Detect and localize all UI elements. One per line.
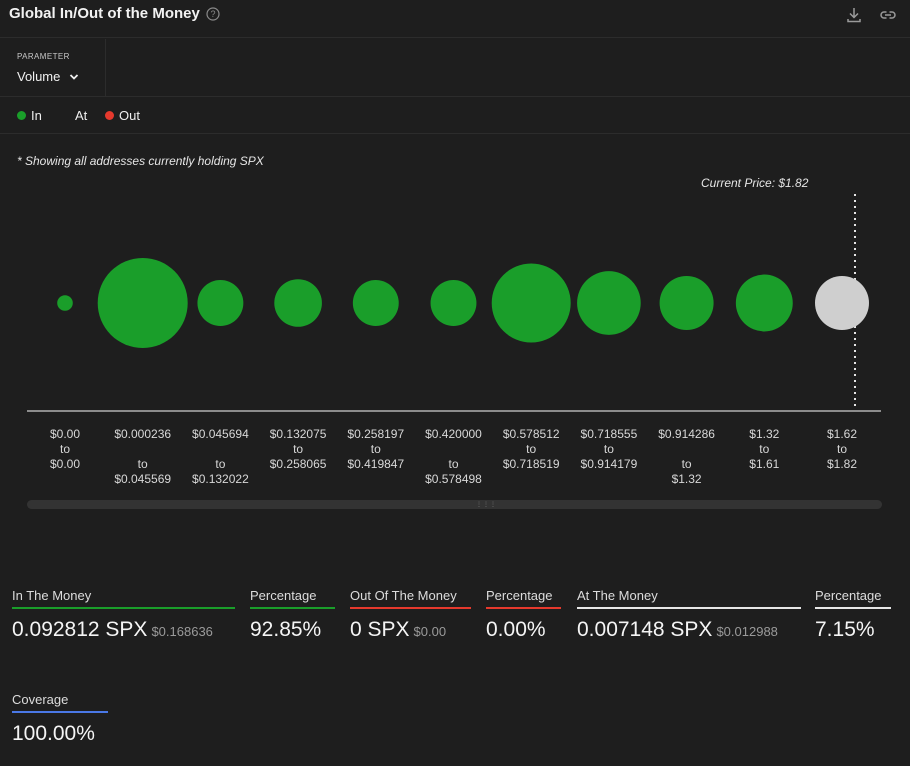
chart-scrollbar[interactable]: ⋮⋮⋮ (27, 500, 882, 509)
bubble-in[interactable] (352, 280, 399, 326)
bin-label: $0.420000 to $0.578498 (425, 427, 482, 486)
svg-text:?: ? (210, 9, 215, 19)
legend-label-at: At (75, 108, 88, 123)
stat-label: In The Money (12, 588, 92, 603)
bubble-at[interactable] (815, 276, 869, 330)
bubble-in[interactable] (57, 295, 73, 311)
widget-title: Global In/Out of the Money (9, 5, 200, 22)
stat-sub-value: $0.168636 (151, 624, 213, 639)
stat-underline (350, 607, 471, 609)
bubble-in[interactable] (97, 258, 188, 348)
stat-label: Percentage (250, 588, 317, 603)
bin-label: $0.00 to $0.00 (49, 427, 81, 471)
bubble-in[interactable] (197, 280, 244, 326)
bin-label: $1.32 to $1.61 (749, 427, 780, 471)
legend-label-out: Out (119, 108, 140, 123)
bin-label: $0.718555 to $0.914179 (580, 427, 638, 471)
bin-label: $0.914286 to $1.32 (658, 427, 715, 486)
bin-label: $0.578512 to $0.718519 (502, 427, 560, 471)
stat-out-percentage: Percentage 0.00% (486, 588, 561, 642)
bin-label: $0.132075 to $0.258065 (269, 427, 327, 471)
question-circle-icon[interactable]: ? (206, 7, 220, 21)
stat-value: 0.007148 SPX $0.012988 (577, 618, 778, 641)
stat-value: 0 SPX $0.00 (350, 618, 447, 641)
download-icon[interactable] (845, 6, 863, 24)
stat-out-of-the-money: Out Of The Money 0 SPX $0.00 (350, 588, 471, 642)
bubble-in[interactable] (491, 263, 571, 343)
stat-at-the-money: At The Money 0.007148 SPX $0.012988 (577, 588, 801, 642)
parameter-label: PARAMETER (17, 52, 70, 61)
legend-item-in[interactable]: In (17, 108, 42, 123)
holding-note: * Showing all addresses currently holdin… (17, 154, 264, 168)
widget-header: Global In/Out of the Money ? (0, 0, 910, 38)
bubble-in[interactable] (659, 276, 714, 330)
parameter-dropdown[interactable]: Volume (17, 69, 61, 84)
stat-value: 7.15% (815, 618, 875, 641)
stat-value: 0.092812 SPX $0.168636 (12, 618, 213, 641)
bubble-in[interactable] (430, 280, 477, 326)
legend-item-at[interactable]: At (75, 108, 87, 123)
stat-underline (250, 607, 335, 609)
stat-coverage: Coverage 100.00% (12, 692, 108, 746)
bubble-in[interactable] (274, 279, 322, 327)
stat-sub-value: $0.012988 (716, 624, 778, 639)
bin-label: $1.62 to $1.82 (826, 427, 858, 471)
stat-label: Percentage (486, 588, 553, 603)
stat-underline (12, 607, 235, 609)
bin-label: $0.000236 to $0.045569 (114, 427, 172, 486)
legend-item-out[interactable]: Out (105, 108, 140, 123)
stat-in-percentage: Percentage 92.85% (250, 588, 335, 642)
bubble-chart (27, 194, 881, 412)
stat-value: 100.00% (12, 722, 95, 745)
bin-label: $0.045694 to $0.132022 (192, 427, 249, 486)
link-icon[interactable] (879, 6, 897, 24)
legend-dot-in (17, 111, 26, 120)
legend-label-in: In (31, 108, 42, 123)
stat-at-percentage: Percentage 7.15% (815, 588, 891, 642)
bubble-in[interactable] (735, 274, 793, 332)
stat-label: Out Of The Money (350, 588, 457, 603)
stat-underline (12, 711, 108, 713)
scroll-grip[interactable]: ⋮⋮⋮ (476, 502, 497, 508)
stat-underline (486, 607, 561, 609)
stat-label: At The Money (577, 588, 658, 603)
bubble-in[interactable] (577, 271, 641, 335)
parameter-selector: PARAMETER Volume (0, 39, 106, 96)
stat-sub-value: $0.00 (413, 624, 447, 639)
chevron-down-icon[interactable] (69, 73, 79, 81)
chart-legend: In At Out (0, 97, 910, 134)
stat-label: Percentage (815, 588, 882, 603)
legend-dot-out (105, 111, 114, 120)
stat-value: 92.85% (250, 618, 322, 641)
stat-value: 0.00% (486, 618, 546, 641)
current-price-label: Current Price: $1.82 (701, 176, 809, 190)
divider (0, 96, 910, 97)
stat-underline (577, 607, 801, 609)
stat-underline (815, 607, 891, 609)
bin-label: $0.258197 to $0.419847 (347, 427, 405, 471)
stat-in-the-money: In The Money 0.092812 SPX $0.168636 (12, 588, 235, 642)
stat-label: Coverage (12, 692, 69, 707)
